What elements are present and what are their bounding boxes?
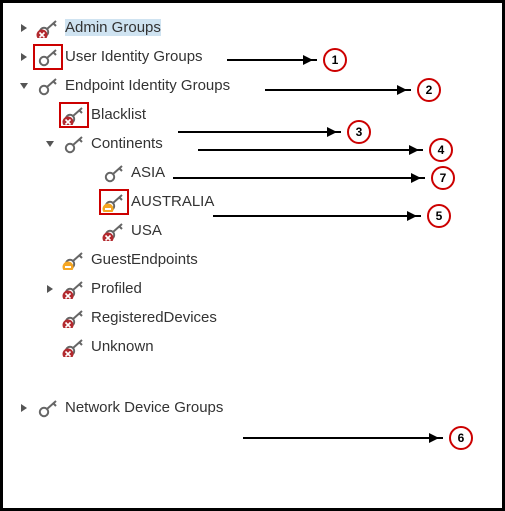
key-icon — [35, 46, 61, 68]
chevron-right-icon — [17, 401, 31, 415]
chevron-right-icon — [17, 21, 31, 35]
chevron-down-icon — [17, 79, 31, 93]
tree-item-registered-devices[interactable]: RegisteredDevices — [11, 303, 494, 332]
key-deny-icon — [61, 104, 87, 126]
key-icon — [35, 75, 61, 97]
tree-item-label: Profiled — [91, 280, 142, 297]
key-deny-icon — [61, 307, 87, 329]
key-icon — [101, 162, 127, 184]
tree-item-usa[interactable]: USA — [11, 216, 494, 245]
tree-item-australia[interactable]: AUSTRALIA — [11, 187, 494, 216]
tree-item-label: Admin Groups — [65, 19, 161, 36]
chevron-right-icon — [17, 50, 31, 64]
key-deny-icon — [101, 220, 127, 242]
callout-arrow — [243, 437, 443, 439]
tree-item-label: ASIA — [131, 164, 165, 181]
tree-item-label: Endpoint Identity Groups — [65, 77, 230, 94]
tree-item-asia[interactable]: ASIA — [11, 158, 494, 187]
tree: Admin Groups User Identity Groups Endpoi… — [11, 13, 494, 422]
tree-item-label: Unknown — [91, 338, 154, 355]
tree-item-label: Network Device Groups — [65, 399, 223, 416]
tree-item-unknown[interactable]: Unknown — [11, 332, 494, 361]
tree-item-endpoint-identity-groups[interactable]: Endpoint Identity Groups — [11, 71, 494, 100]
tree-item-user-identity-groups[interactable]: User Identity Groups — [11, 42, 494, 71]
chevron-down-icon — [43, 137, 57, 151]
tree-item-network-device-groups[interactable]: Network Device Groups — [11, 393, 494, 422]
key-deny-icon — [61, 336, 87, 358]
chevron-right-icon — [43, 282, 57, 296]
key-icon — [35, 397, 61, 419]
callout-bubble-6: 6 — [449, 426, 473, 450]
tree-item-label: Continents — [91, 135, 163, 152]
key-deny-icon — [35, 17, 61, 39]
tree-item-label: GuestEndpoints — [91, 251, 198, 268]
tree-item-guest-endpoints[interactable]: GuestEndpoints — [11, 245, 494, 274]
tree-item-label: RegisteredDevices — [91, 309, 217, 326]
tree-item-label: AUSTRALIA — [131, 193, 214, 210]
tree-item-profiled[interactable]: Profiled — [11, 274, 494, 303]
tree-item-label: USA — [131, 222, 162, 239]
key-warn-icon — [61, 249, 87, 271]
key-warn-icon — [101, 191, 127, 213]
tree-item-label: Blacklist — [91, 106, 146, 123]
key-icon — [61, 133, 87, 155]
tree-item-blacklist[interactable]: Blacklist — [11, 100, 494, 129]
tree-item-admin-groups[interactable]: Admin Groups — [11, 13, 494, 42]
key-deny-icon — [61, 278, 87, 300]
tree-item-label: User Identity Groups — [65, 48, 203, 65]
tree-item-continents[interactable]: Continents — [11, 129, 494, 158]
